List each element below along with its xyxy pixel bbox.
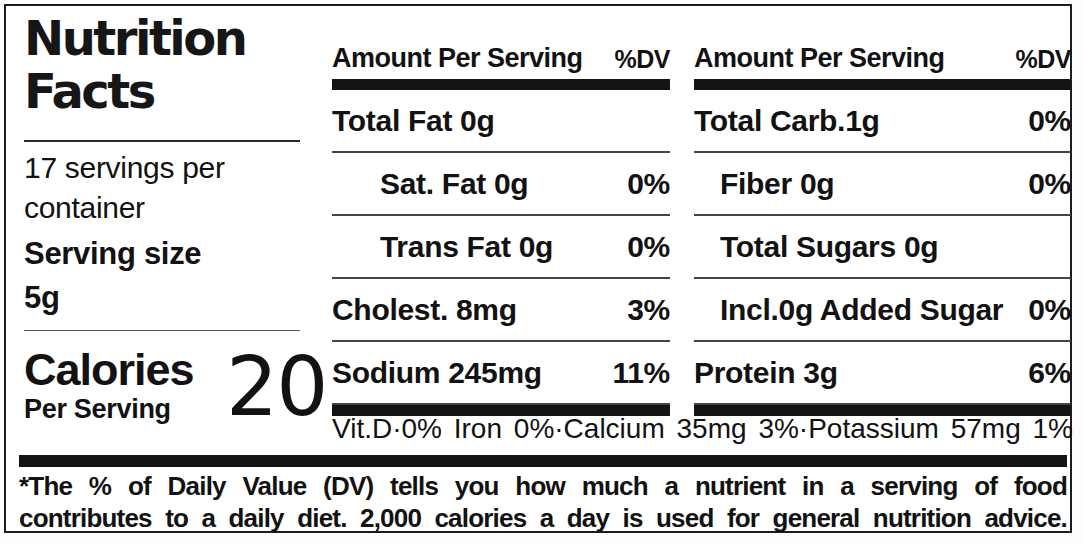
nutrient-row-added-sugar: Incl.0g Added Sugar 0% <box>694 279 1071 342</box>
nutrient-dv: 0% <box>627 230 670 264</box>
serving-size-value: 5g <box>24 276 310 320</box>
nutrient-row-cholesterol: Cholest. 8mg 3% <box>332 279 670 342</box>
footnote-line-1: *The % of Daily Value (DV) tells you how… <box>19 470 1067 502</box>
micronutrients-line: Vit.D·0% Iron 0%·Calcium 35mg 3%·Potassi… <box>332 413 1073 445</box>
nutrient-row-sat-fat: Sat. Fat 0g 0% <box>332 153 670 216</box>
nutrient-dv: 6% <box>1028 356 1071 390</box>
divider <box>24 140 300 142</box>
nutrient-row-fiber: Fiber 0g 0% <box>694 153 1071 216</box>
nutrient-name: Protein 3g <box>694 356 838 390</box>
nutrient-name: Sodium 245mg <box>332 356 542 390</box>
nutrient-dv: 0% <box>1028 167 1071 201</box>
calories-block: Calories Per Serving 20 <box>24 346 324 424</box>
nutrient-row-trans-fat: Trans Fat 0g 0% <box>332 216 670 279</box>
nutrient-name: Cholest. 8mg <box>332 293 517 327</box>
nutrient-column-left: Amount Per Serving %DV Total Fat 0g Sat.… <box>332 30 670 416</box>
percent-dv-heading: %DV <box>615 45 670 74</box>
column-header: Amount Per Serving %DV <box>332 30 670 79</box>
percent-dv-heading: %DV <box>1016 45 1071 74</box>
servings-per-container: 17 servings per container <box>24 148 310 228</box>
nutrient-name: Total Carb.1g <box>694 104 880 138</box>
nutrient-dv: 0% <box>1028 104 1071 138</box>
nutrient-row-total-fat: Total Fat 0g <box>332 90 670 153</box>
nutrient-name: Incl.0g Added Sugar <box>694 293 1003 327</box>
divider <box>24 330 300 331</box>
serving-size: Serving size 5g <box>24 232 310 320</box>
label-title: Nutrition Facts <box>24 12 314 118</box>
nutrient-row-sodium: Sodium 245mg 11% <box>332 342 670 405</box>
calories-value: 20 <box>226 344 326 430</box>
footnote-line-2: contributes to a daily diet. 2,000 calor… <box>19 502 1067 534</box>
nutrient-dv: 11% <box>613 356 671 390</box>
nutrient-name: Fiber 0g <box>694 167 834 201</box>
nutrient-column-right: Amount Per Serving %DV Total Carb.1g 0% … <box>694 30 1071 416</box>
footnote-section: *The % of Daily Value (DV) tells you how… <box>19 455 1067 534</box>
nutrient-name: Sat. Fat 0g <box>332 167 528 201</box>
amount-per-serving-heading: Amount Per Serving <box>332 43 583 74</box>
nutrient-row-total-sugars: Total Sugars 0g <box>694 216 1071 279</box>
thick-divider <box>694 79 1071 90</box>
thick-divider <box>332 79 670 90</box>
nutrient-dv: 0% <box>1028 293 1071 327</box>
nutrient-row-total-carb: Total Carb.1g 0% <box>694 90 1071 153</box>
nutrient-name: Total Sugars 0g <box>694 230 938 264</box>
nutrient-row-protein: Protein 3g 6% <box>694 342 1071 405</box>
nutrient-name: Trans Fat 0g <box>332 230 553 264</box>
nutrient-dv: 3% <box>627 293 670 327</box>
column-header: Amount Per Serving %DV <box>694 30 1071 79</box>
nutrition-facts-label: Nutrition Facts 17 servings per containe… <box>4 4 1072 533</box>
nutrient-dv: 0% <box>627 167 670 201</box>
serving-size-label: Serving size <box>24 236 201 271</box>
nutrient-name: Total Fat 0g <box>332 104 495 138</box>
amount-per-serving-heading: Amount Per Serving <box>694 43 945 74</box>
thick-divider <box>19 455 1067 467</box>
